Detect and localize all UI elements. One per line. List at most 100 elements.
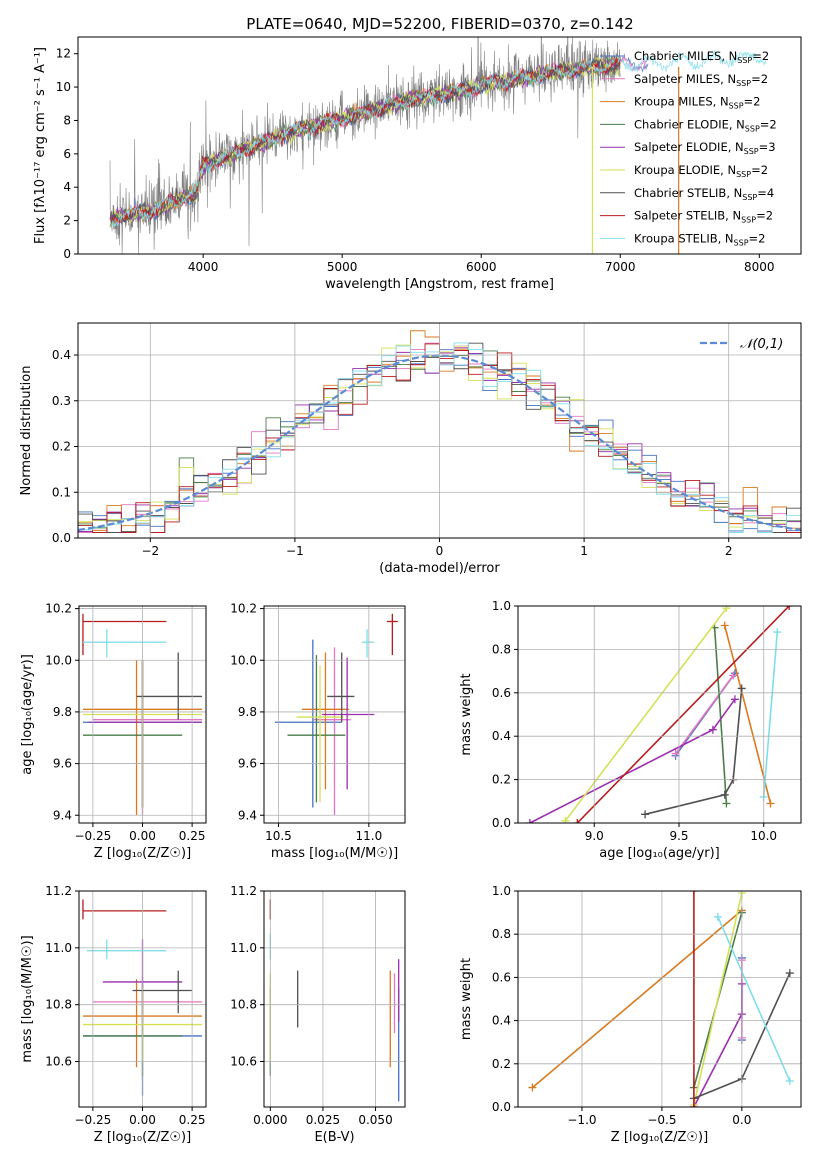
y-tick-label: 4 bbox=[63, 180, 71, 194]
x-tick-label: 0 bbox=[436, 544, 444, 558]
x-tick-label: −0.25 bbox=[75, 829, 112, 843]
y-tick-label: 11.2 bbox=[230, 884, 257, 898]
weight-marker-chabrier_stelib bbox=[737, 684, 746, 693]
y-tick-label: 10.0 bbox=[230, 653, 257, 667]
y-tick-label: 10.8 bbox=[45, 998, 72, 1012]
data-spectrum-line bbox=[109, 37, 621, 254]
x-tick-label: 5000 bbox=[327, 260, 358, 274]
weight-line-kroupa_miles bbox=[723, 625, 772, 804]
x-tick-label: 0.00 bbox=[129, 1113, 156, 1127]
weight-marker-chabrier_stelib bbox=[720, 790, 729, 799]
y-tick-label: 0.4 bbox=[492, 1014, 511, 1028]
weight-marker-salpeter_miles bbox=[729, 671, 738, 680]
legend-label-chabrier_miles: Chabrier MILES, NSSP=2 bbox=[634, 49, 769, 65]
weight-marker-kroupa_miles bbox=[766, 799, 775, 808]
y-tick-label: 0.2 bbox=[492, 773, 511, 787]
x-axis-label: mass [log₁₀(M/M☉)] bbox=[271, 846, 398, 861]
x-tick-label: 0.00 bbox=[129, 829, 156, 843]
y-tick-label: 10.6 bbox=[45, 1055, 72, 1069]
plot-area bbox=[525, 606, 794, 823]
x-tick-label: −1.0 bbox=[567, 1113, 596, 1127]
y-tick-label: 10.0 bbox=[45, 653, 72, 667]
x-tick-label: 0.25 bbox=[179, 829, 206, 843]
chart-age-vs-Z: −0.25 0.00 0.25 9.4 9.6 9.8 10.0 10.2 Z [log₁₀(Z… bbox=[20, 602, 207, 861]
x-axis-label: wavelength [Angstrom, rest frame] bbox=[325, 277, 554, 292]
legend-label-kroupa_stelib: Kroupa STELIB, NSSP=2 bbox=[634, 231, 765, 247]
x-axis-label: Z [log₁₀(Z/Z☉)] bbox=[94, 1130, 191, 1145]
y-tick-label: 0.4 bbox=[492, 729, 511, 743]
y-tick-label: 0.2 bbox=[52, 440, 71, 454]
legend-label-salpeter_miles: Salpeter MILES, NSSP=2 bbox=[634, 72, 768, 88]
x-tick-label: 0.000 bbox=[253, 1113, 287, 1127]
chart-spectrum: 4000 5000 6000 7000 8000 0 2 4 6 8 10 12 wavelength … bbox=[33, 36, 802, 292]
weight-marker-salpeter_miles bbox=[671, 749, 680, 758]
y-tick-label: 9.6 bbox=[53, 757, 72, 771]
y-tick-label: 0.4 bbox=[52, 348, 71, 362]
model-spectrum-chabrier_stelib bbox=[109, 58, 621, 226]
y-tick-label: 11.0 bbox=[45, 941, 72, 955]
y-tick-label: 12 bbox=[56, 47, 71, 61]
weight-line-kroupa_elodie bbox=[564, 607, 728, 822]
y-tick-label: 9.4 bbox=[238, 808, 257, 822]
axes-frame bbox=[263, 605, 406, 824]
legend-label-chabrier_stelib: Chabrier STELIB, NSSP=4 bbox=[634, 186, 774, 202]
weight-line-salpeter_stelib bbox=[576, 606, 790, 823]
weight-marker-salpeter_elodie bbox=[730, 695, 739, 704]
y-tick-label: 0.8 bbox=[492, 927, 511, 941]
y-tick-label: 10.2 bbox=[45, 602, 72, 616]
weight-line-salpeter_elodie bbox=[529, 698, 736, 823]
y-tick-label: 10 bbox=[56, 80, 71, 94]
x-tick-label: 1 bbox=[580, 544, 588, 558]
weight-marker-kroupa_elodie bbox=[561, 816, 570, 823]
plot-area bbox=[269, 899, 400, 1102]
y-tick-label: 10.8 bbox=[230, 998, 257, 1012]
y-tick-label: 0.0 bbox=[52, 531, 71, 545]
y-tick-label: 0.3 bbox=[52, 394, 71, 408]
weight-marker-salpeter_stelib bbox=[689, 891, 698, 895]
y-tick-label: 9.4 bbox=[53, 808, 72, 822]
legend-label-kroupa_miles: Kroupa MILES, NSSP=2 bbox=[634, 95, 760, 111]
weight-marker-kroupa_miles bbox=[720, 621, 729, 630]
y-tick-label: 11.2 bbox=[45, 884, 72, 898]
x-axis-label: Z [log₁₀(Z/Z☉)] bbox=[611, 1130, 708, 1145]
plot-area bbox=[274, 613, 398, 816]
x-tick-label: 2 bbox=[725, 544, 733, 558]
legend-label-kroupa_elodie: Kroupa ELODIE, NSSP=2 bbox=[634, 163, 768, 179]
y-tick-label: 8 bbox=[63, 113, 71, 127]
chart-mass-vs-ebv: 0.000 0.025 0.050 10.6 10.8 11.0 11.2 E(B-V) bbox=[230, 884, 406, 1145]
y-tick-label: 0.1 bbox=[52, 485, 71, 499]
weight-marker-salpeter_elodie bbox=[525, 819, 534, 823]
plot-area bbox=[528, 891, 794, 1107]
weight-marker-kroupa_stelib bbox=[773, 628, 782, 637]
axes-frame bbox=[517, 890, 802, 1108]
legend-label-salpeter_stelib: Salpeter STELIB, NSSP=2 bbox=[634, 209, 773, 225]
x-tick-label: 6000 bbox=[466, 260, 497, 274]
x-axis-label: E(B-V) bbox=[314, 1130, 354, 1145]
x-tick-label: 0.025 bbox=[306, 1113, 340, 1127]
y-tick-label: 0.0 bbox=[492, 816, 511, 830]
x-tick-label: 0.25 bbox=[179, 1113, 206, 1127]
weight-marker-salpeter_stelib bbox=[785, 606, 794, 610]
legend-label-normal: 𝒩(0,1) bbox=[740, 337, 783, 352]
y-tick-label: 0 bbox=[63, 247, 71, 261]
model-spectrum-salpeter_stelib bbox=[109, 55, 621, 224]
legend: Chabrier MILES, NSSP=2 Salpeter MILES, NS… bbox=[600, 49, 777, 247]
chart-weight-vs-Z: −1.0 −0.5 0.0 0.0 0.2 0.4 0.6 0.8 1.0 Z [log₁₀(Z/… bbox=[459, 884, 802, 1145]
weight-marker-chabrier_elodie bbox=[722, 799, 731, 808]
y-tick-label: 9.8 bbox=[238, 705, 257, 719]
y-tick-label: 9.6 bbox=[238, 757, 257, 771]
chart-residuals: −2 −1 0 1 2 0.0 0.1 0.2 0.3 0.4 (data-model)/error… bbox=[19, 322, 802, 576]
y-axis-label: mass [log₁₀(M/M☉)] bbox=[20, 935, 35, 1062]
y-tick-label: 10.2 bbox=[230, 602, 257, 616]
chart-mass-vs-Z: −0.25 0.00 0.25 10.6 10.8 11.0 11.2 Z [log₁₀(Z/… bbox=[20, 884, 207, 1145]
axes-frame bbox=[77, 36, 802, 255]
weight-marker-chabrier_stelib bbox=[641, 810, 650, 819]
weight-marker-salpeter_elodie bbox=[708, 725, 717, 734]
y-tick-label: 11.0 bbox=[230, 941, 257, 955]
x-tick-label: 7000 bbox=[605, 260, 636, 274]
y-tick-label: 1.0 bbox=[492, 884, 511, 898]
x-tick-label: −0.25 bbox=[75, 1113, 112, 1127]
legend-label-chabrier_elodie: Chabrier ELODIE, NSSP=2 bbox=[634, 117, 777, 133]
x-tick-label: 10.0 bbox=[750, 829, 777, 843]
